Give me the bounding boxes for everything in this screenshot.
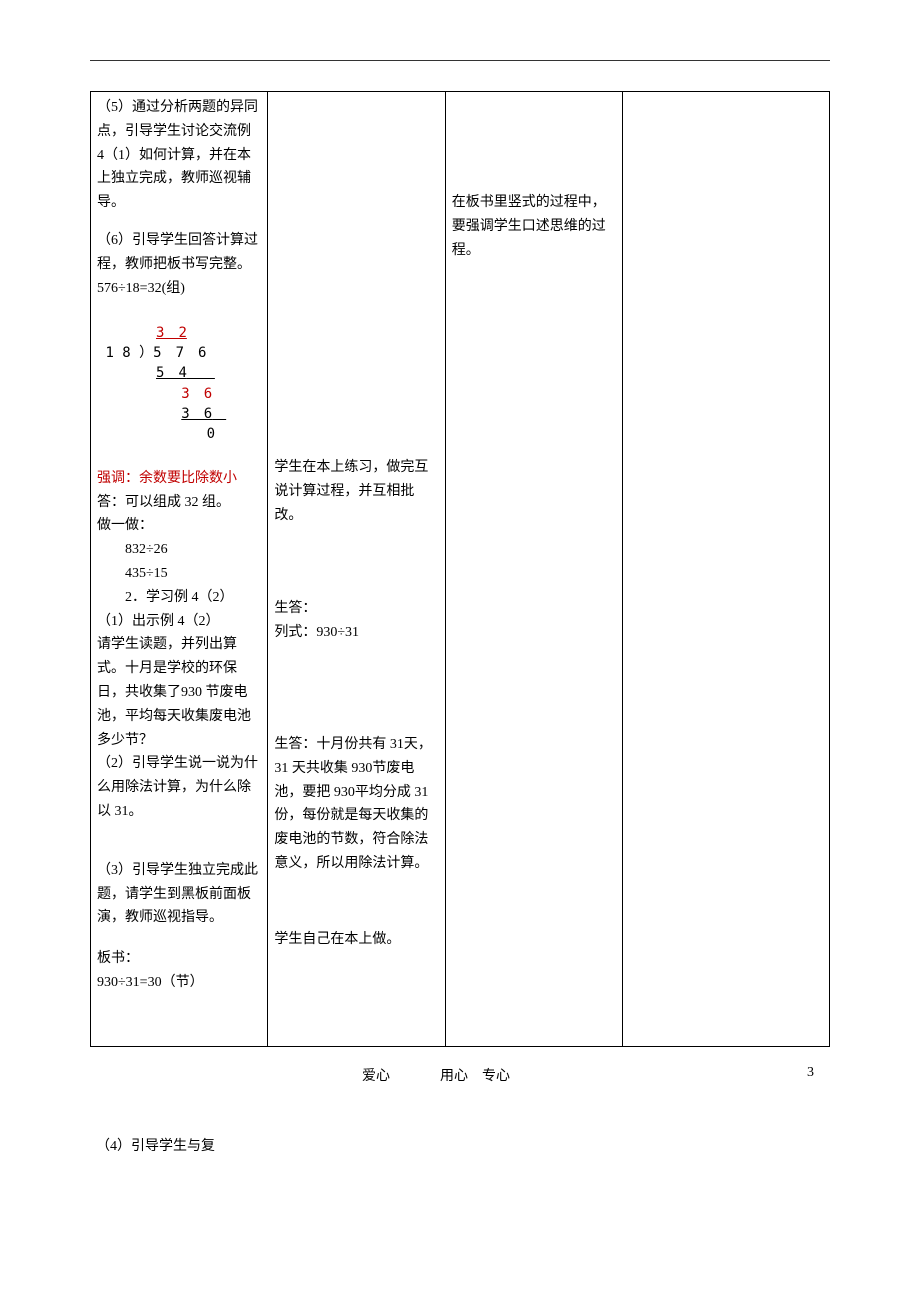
item-6a: （6）引导学生回答计算过程，教师把板书写完整。 xyxy=(97,229,261,277)
do-heading: 做一做： xyxy=(97,514,261,538)
bottom-overflow: （4）引导学生与复 xyxy=(90,1135,830,1155)
note-1: 在板书里竖式的过程中，要强调学生口述思维的过程。 xyxy=(452,191,616,262)
item-6b: 576÷18=32(组) xyxy=(97,277,261,301)
do-item-2: 435÷15 xyxy=(97,562,261,586)
long-division: 3 2 1 8 ）5 7 6 5 4 3 6 3 6 0 xyxy=(97,302,261,464)
col-teacher: （5）通过分析两题的异同点，引导学生讨论交流例 4（1）如何计算，并在本上独立完… xyxy=(91,92,268,1047)
student-1: 学生在本上练习，做完互说计算过程，并互相批改。 xyxy=(274,456,438,527)
lesson-table: （5）通过分析两题的异同点，引导学生讨论交流例 4（1）如何计算，并在本上独立完… xyxy=(90,91,830,1047)
footer-center: 用心 专心 xyxy=(430,1065,520,1085)
q2: （2）引导学生说一说为什么用除法计算，为什么除以 31。 xyxy=(97,752,261,823)
banshu-label: 板书： xyxy=(97,947,261,971)
q1-head: （1）出示例 4（2） xyxy=(97,610,261,634)
col-notes: 在板书里竖式的过程中，要强调学生口述思维的过程。 xyxy=(445,92,622,1047)
page-footer: 爱心 用心 专心 3 xyxy=(90,1065,830,1085)
student-4: 学生自己在本上做。 xyxy=(274,928,438,952)
footer-left: 爱心 xyxy=(96,1065,430,1085)
dividend: 5 7 6 xyxy=(153,345,206,361)
q1-body: 请学生读题，并列出算式。十月是学校的环保日，共收集了930 节废电池，平均每天收… xyxy=(97,633,261,752)
col-blank xyxy=(623,92,830,1047)
banshu-eq: 930÷31=30（节） xyxy=(97,971,261,995)
student-2a: 生答： xyxy=(274,597,438,621)
emphasis: 强调：余数要比除数小 xyxy=(97,467,261,491)
q4: （4）引导学生与复 xyxy=(96,1135,830,1155)
page: （5）通过分析两题的异同点，引导学生讨论交流例 4（1）如何计算，并在本上独立完… xyxy=(0,0,920,1195)
col-student: 学生在本上练习，做完互说计算过程，并互相批改。 生答： 列式：930÷31 生答… xyxy=(268,92,445,1047)
footer-page-number: 3 xyxy=(520,1065,824,1085)
ld-line-2: 3 6 xyxy=(181,386,212,402)
top-rule xyxy=(90,60,830,61)
ld-line-3: 3 6 xyxy=(181,406,226,422)
ld-line-1: 5 4 xyxy=(156,365,215,381)
quotient: 3 2 xyxy=(156,325,187,341)
ld-line-4: 0 xyxy=(207,426,215,442)
do-item-1: 832÷26 xyxy=(97,538,261,562)
answer-line: 答：可以组成 32 组。 xyxy=(97,491,261,515)
q3: （3）引导学生独立完成此题，请学生到黑板前面板演，教师巡视指导。 xyxy=(97,859,261,930)
divisor: 1 8 ） xyxy=(105,345,153,361)
student-3: 生答：十月份共有 31天，31 天共收集 930节废电池，要把 930平均分成 … xyxy=(274,733,438,876)
student-2b: 列式：930÷31 xyxy=(274,621,438,645)
section-2: 2．学习例 4（2） xyxy=(97,586,261,610)
item-5: （5）通过分析两题的异同点，引导学生讨论交流例 4（1）如何计算，并在本上独立完… xyxy=(97,96,261,215)
